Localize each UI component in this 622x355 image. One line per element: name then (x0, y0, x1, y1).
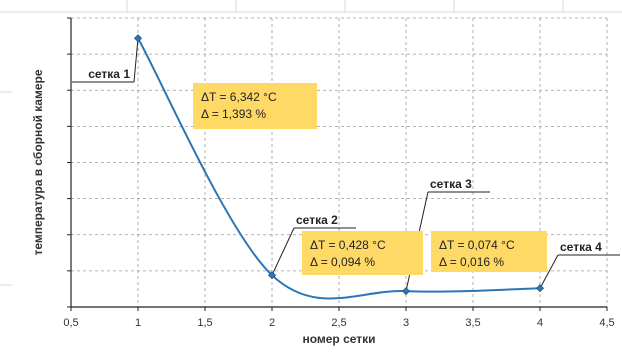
annotation-text: ΔT = 0,074 °C (439, 238, 515, 252)
data-point (133, 34, 143, 43)
point-callouts: сетка 1 сетка 2 сетка 3 сетка 4 (72, 38, 620, 292)
x-tick-label: 0,5 (63, 317, 78, 329)
x-tick-label: 3 (403, 317, 409, 329)
callout-leader (539, 254, 559, 289)
annotation-text: ΔT = 0,428 °C (310, 238, 386, 252)
x-tick-labels: 0,5 1 1,5 2 2,5 3 3,5 4 4,5 (63, 317, 614, 329)
x-tick-label: 2 (269, 317, 275, 329)
annotation-boxes: ΔT = 6,342 °C Δ = 1,393 % ΔT = 0,428 °C Δ =… (193, 83, 547, 275)
data-point (535, 284, 545, 293)
annotation-box (193, 83, 317, 129)
annotation-text: Δ = 1,393 % (201, 107, 266, 121)
x-tick-label: 3,5 (465, 317, 480, 329)
x-axis-title: номер сетки (302, 332, 375, 346)
x-tick-label: 1,5 (197, 317, 212, 329)
point-label: сетка 4 (560, 240, 602, 254)
x-tick-label: 4 (537, 317, 543, 329)
annotation-text: ΔT = 6,342 °C (201, 90, 277, 104)
callout-leader (271, 227, 295, 276)
point-label: сетка 3 (430, 177, 472, 191)
spreadsheet-gridlines (0, 0, 622, 286)
annotation-text: Δ = 0,094 % (310, 255, 375, 269)
data-point (401, 287, 411, 296)
x-tick-label: 4,5 (599, 317, 614, 329)
point-label: сетка 1 (88, 67, 130, 81)
data-point (267, 271, 277, 280)
x-tick-label: 2,5 (331, 317, 346, 329)
x-tick-label: 1 (135, 317, 141, 329)
callout-leader (133, 38, 139, 83)
annotation-box (431, 231, 547, 272)
annotation-text: Δ = 0,016 % (439, 255, 504, 269)
data-points (133, 34, 545, 296)
point-label: сетка 2 (296, 213, 338, 227)
series-line (137, 37, 541, 300)
annotation-box (302, 231, 423, 275)
y-axis-title: температура в сборной камере (31, 69, 45, 255)
axes (67, 17, 608, 311)
